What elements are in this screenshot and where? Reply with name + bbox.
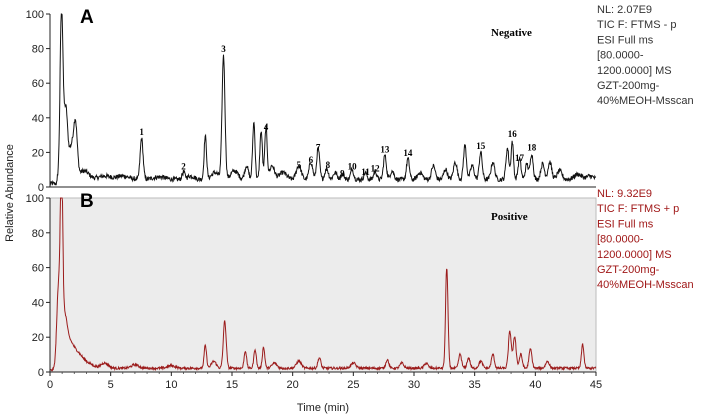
peak-label-12: 12 <box>371 163 381 173</box>
x-tick-label: 40 <box>529 379 541 391</box>
panel-b-info-line: NL: 9.32E9 <box>597 188 652 200</box>
x-tick-label: 35 <box>469 379 481 391</box>
x-tick-label: 20 <box>287 379 299 391</box>
panel-a-y-axis: 100 80 60 40 20 0 <box>26 9 50 194</box>
peak-label-3: 3 <box>221 44 226 54</box>
panel-a-info-line: TIC F: FTMS - p <box>597 19 676 31</box>
peak-label-6: 6 <box>309 155 314 165</box>
x-tick-label: 30 <box>408 379 420 391</box>
peak-label-7: 7 <box>316 143 321 153</box>
y-tick-label: 0 <box>38 367 44 379</box>
panel-b-letter: B <box>80 191 94 212</box>
panel-a-info-line: 40%MEOH-Msscan <box>597 95 694 107</box>
y-tick-label: 100 <box>26 9 44 21</box>
peak-label-17: 17 <box>515 153 525 163</box>
peak-label-8: 8 <box>326 160 331 170</box>
panel-a-trace-line <box>49 13 597 187</box>
panel-a-info-line: [80.0000- <box>597 50 644 62</box>
y-tick-label: 80 <box>32 44 44 56</box>
x-axis-label: Time (min) <box>297 402 349 414</box>
y-tick-label: 100 <box>26 193 44 205</box>
y-axis-label: Relative Abundance <box>4 144 16 242</box>
x-tick-label: 45 <box>590 379 602 391</box>
y-tick-label: 20 <box>32 332 44 344</box>
panel-a-info-line: NL: 2.07E9 <box>597 4 652 16</box>
panel-b-positive: 100 80 60 40 20 0 B Positive NL: 9.32E9 TIC F… <box>26 188 694 379</box>
panel-b-y-axis: 100 80 60 40 20 0 <box>26 193 50 379</box>
y-tick-label: 80 <box>32 228 44 240</box>
peak-label-14: 14 <box>403 148 413 158</box>
y-tick-label: 40 <box>32 113 44 125</box>
peak-label-16: 16 <box>508 129 518 139</box>
panel-b-info-line: 1200.0000] MS <box>597 249 672 261</box>
panel-a-mode-label: Negative <box>491 27 532 39</box>
panel-b-background <box>49 197 597 373</box>
peak-label-9: 9 <box>340 169 345 179</box>
peak-label-15: 15 <box>476 141 486 151</box>
x-axis-ticks: 0 5 10 15 20 25 30 35 40 45 <box>47 372 602 391</box>
panel-b-info-line: ESI Full ms <box>597 218 654 230</box>
panel-b-trace-line <box>49 197 597 372</box>
y-tick-label: 20 <box>32 147 44 159</box>
x-tick-label: 10 <box>165 379 177 391</box>
panel-b-info-line: 40%MEOH-Msscan <box>597 279 694 291</box>
x-tick-label: 0 <box>47 379 53 391</box>
panel-a-info-block: NL: 2.07E9 TIC F: FTMS - p ESI Full ms [… <box>597 4 694 107</box>
peak-label-1: 1 <box>139 127 144 137</box>
peak-label-10: 10 <box>348 162 358 172</box>
panel-a-letter: A <box>80 7 94 28</box>
panel-b-info-line: TIC F: FTMS + p <box>597 203 679 215</box>
panel-a-info-line: 1200.0000] MS <box>597 65 672 77</box>
peak-label-13: 13 <box>380 144 390 154</box>
panel-b-info-line: [80.0000- <box>597 234 644 246</box>
peak-label-2: 2 <box>181 162 186 172</box>
x-tick-label: 15 <box>226 379 238 391</box>
y-tick-label: 60 <box>32 78 44 90</box>
x-tick-label: 25 <box>347 379 359 391</box>
panel-a-info-line: GZT-200mg- <box>597 80 660 92</box>
y-tick-label: 0 <box>38 182 44 194</box>
panel-a-info-line: ESI Full ms <box>597 34 654 46</box>
panel-b-mode-label: Positive <box>491 211 528 223</box>
y-tick-label: 40 <box>32 297 44 309</box>
panel-a-background <box>50 14 596 187</box>
x-tick-label: 5 <box>108 379 114 391</box>
peak-label-11: 11 <box>361 167 370 177</box>
panel-b-info-block: NL: 9.32E9 TIC F: FTMS + p ESI Full ms [… <box>597 188 694 291</box>
y-tick-label: 60 <box>32 263 44 275</box>
peak-label-4: 4 <box>264 122 269 132</box>
panel-b-info-line: GZT-200mg- <box>597 264 660 276</box>
peak-label-18: 18 <box>527 143 537 153</box>
peak-label-5: 5 <box>296 160 301 170</box>
